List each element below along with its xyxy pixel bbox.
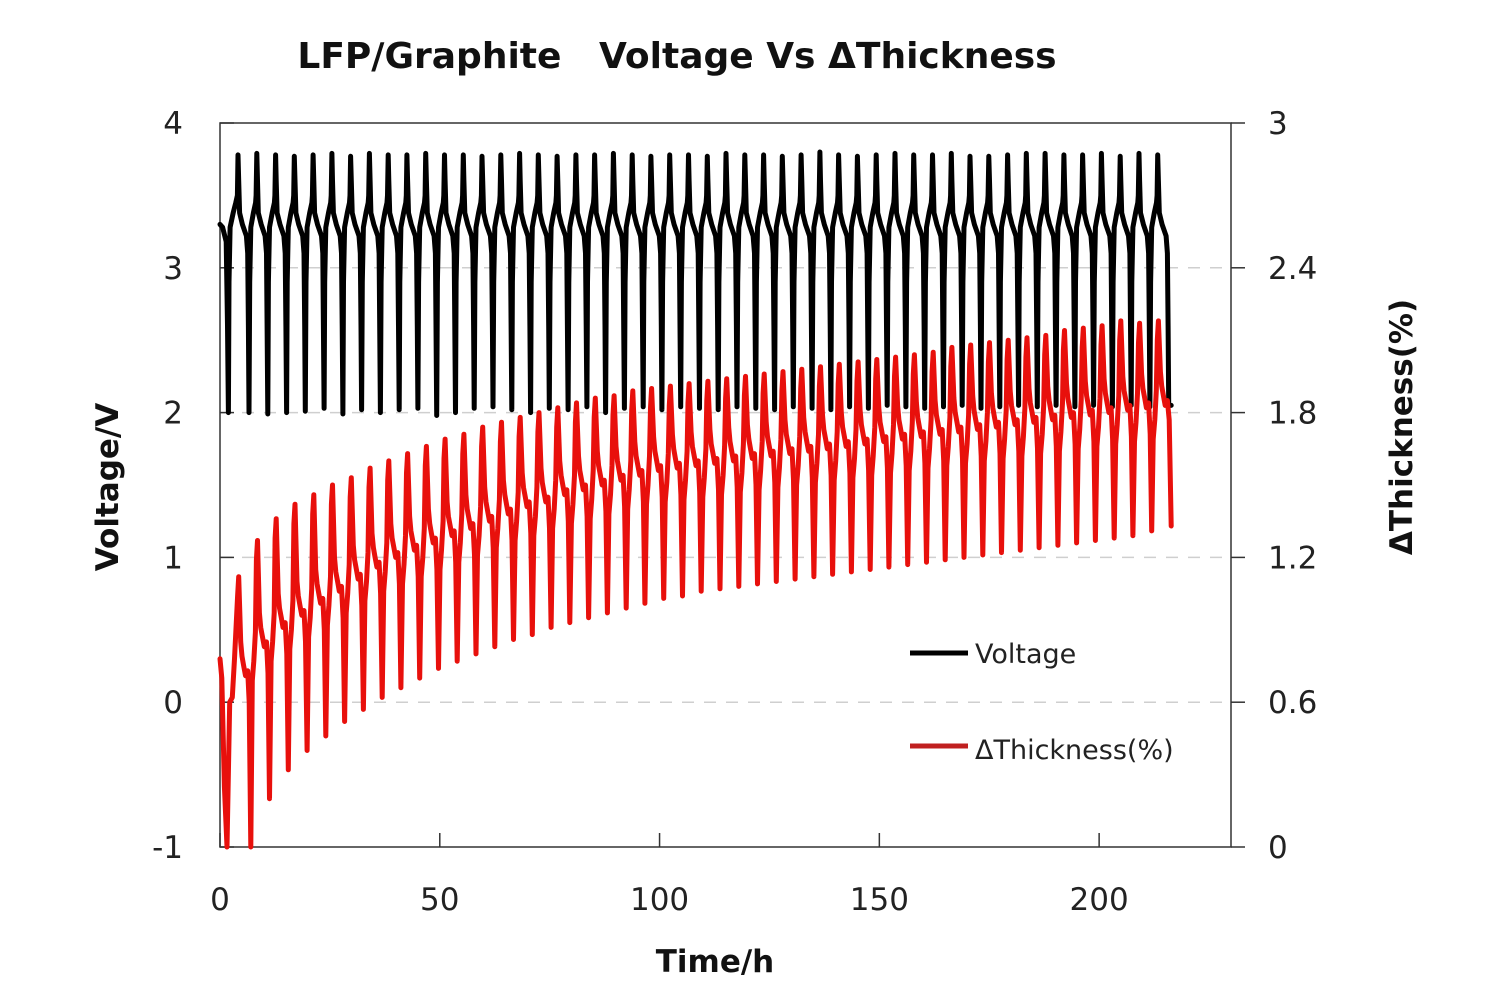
y-right-tick-label: 2.4 <box>1268 251 1317 287</box>
y-axis-left-label: Voltage/V <box>90 403 126 572</box>
x-tick-label: 200 <box>1070 882 1129 918</box>
y-left-tick-label: 1 <box>163 540 183 576</box>
x-axis-label: Time/h <box>656 944 775 980</box>
x-tick-label: 0 <box>210 882 230 918</box>
y-left-tick-label: 0 <box>163 685 183 721</box>
y-left-tick-label: 2 <box>163 396 183 432</box>
legend: Voltage ΔThickness(%) <box>910 639 1174 766</box>
y-right-tick-label: 1.8 <box>1268 396 1317 432</box>
x-tick-label: 50 <box>420 882 459 918</box>
x-axis: 0 50 100 150 200 <box>210 833 1129 918</box>
legend-label-thickness: ΔThickness(%) <box>975 735 1174 766</box>
y-axis-right: 0 0.6 1.2 1.8 2.4 3 <box>1231 106 1317 866</box>
y-left-tick-label: -1 <box>152 830 183 866</box>
y-axis-right-label: ΔThickness(%) <box>1384 299 1420 555</box>
series-line-voltage <box>217 149 1174 418</box>
y-left-tick-label: 3 <box>163 251 183 287</box>
y-left-tick-label: 4 <box>163 106 183 142</box>
y-right-tick-label: 0 <box>1268 830 1288 866</box>
x-tick-label: 150 <box>850 882 909 918</box>
series-line-thickness <box>217 318 1174 850</box>
legend-label-voltage: Voltage <box>975 639 1076 670</box>
chart-title: LFP/Graphite Voltage Vs ΔThickness <box>297 36 1056 77</box>
y-right-tick-label: 0.6 <box>1268 685 1317 721</box>
series-group <box>217 149 1174 850</box>
y-right-tick-label: 1.2 <box>1268 540 1317 576</box>
plot-frame <box>219 122 1232 848</box>
x-tick-label: 100 <box>630 882 689 918</box>
y-right-tick-label: 3 <box>1268 106 1288 142</box>
